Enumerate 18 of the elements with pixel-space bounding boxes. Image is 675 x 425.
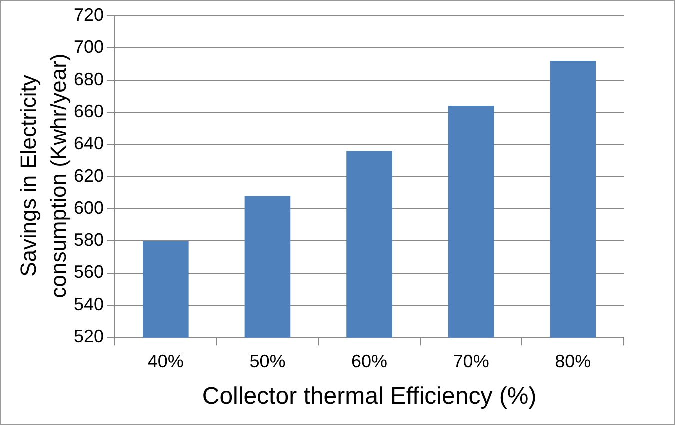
y-tick-label: 700 (74, 37, 104, 58)
y-axis-title: Savings in Electricity consumption (Kwhr/year) (16, 54, 71, 298)
y-tick-label: 560 (74, 262, 104, 282)
y-tick-label: 580 (74, 230, 104, 250)
y-tick-label: 680 (74, 69, 104, 90)
x-axis-title: Collector thermal Efficiency (%) (202, 383, 537, 410)
x-tick-label: 60% (352, 351, 388, 372)
y-tick-label: 540 (74, 294, 104, 314)
y-tick-label: 640 (74, 134, 104, 154)
y-tick-label: 720 (74, 4, 104, 25)
y-tick-label: 600 (74, 198, 104, 218)
x-tick-label: 70% (453, 351, 490, 372)
x-tick-label: 50% (250, 351, 286, 372)
x-tick-label: 40% (148, 351, 184, 372)
y-tick-label: 660 (74, 101, 104, 122)
x-tick-label: 80% (555, 351, 592, 372)
y-tick-label: 520 (74, 326, 104, 347)
y-tick-label: 620 (74, 166, 104, 186)
